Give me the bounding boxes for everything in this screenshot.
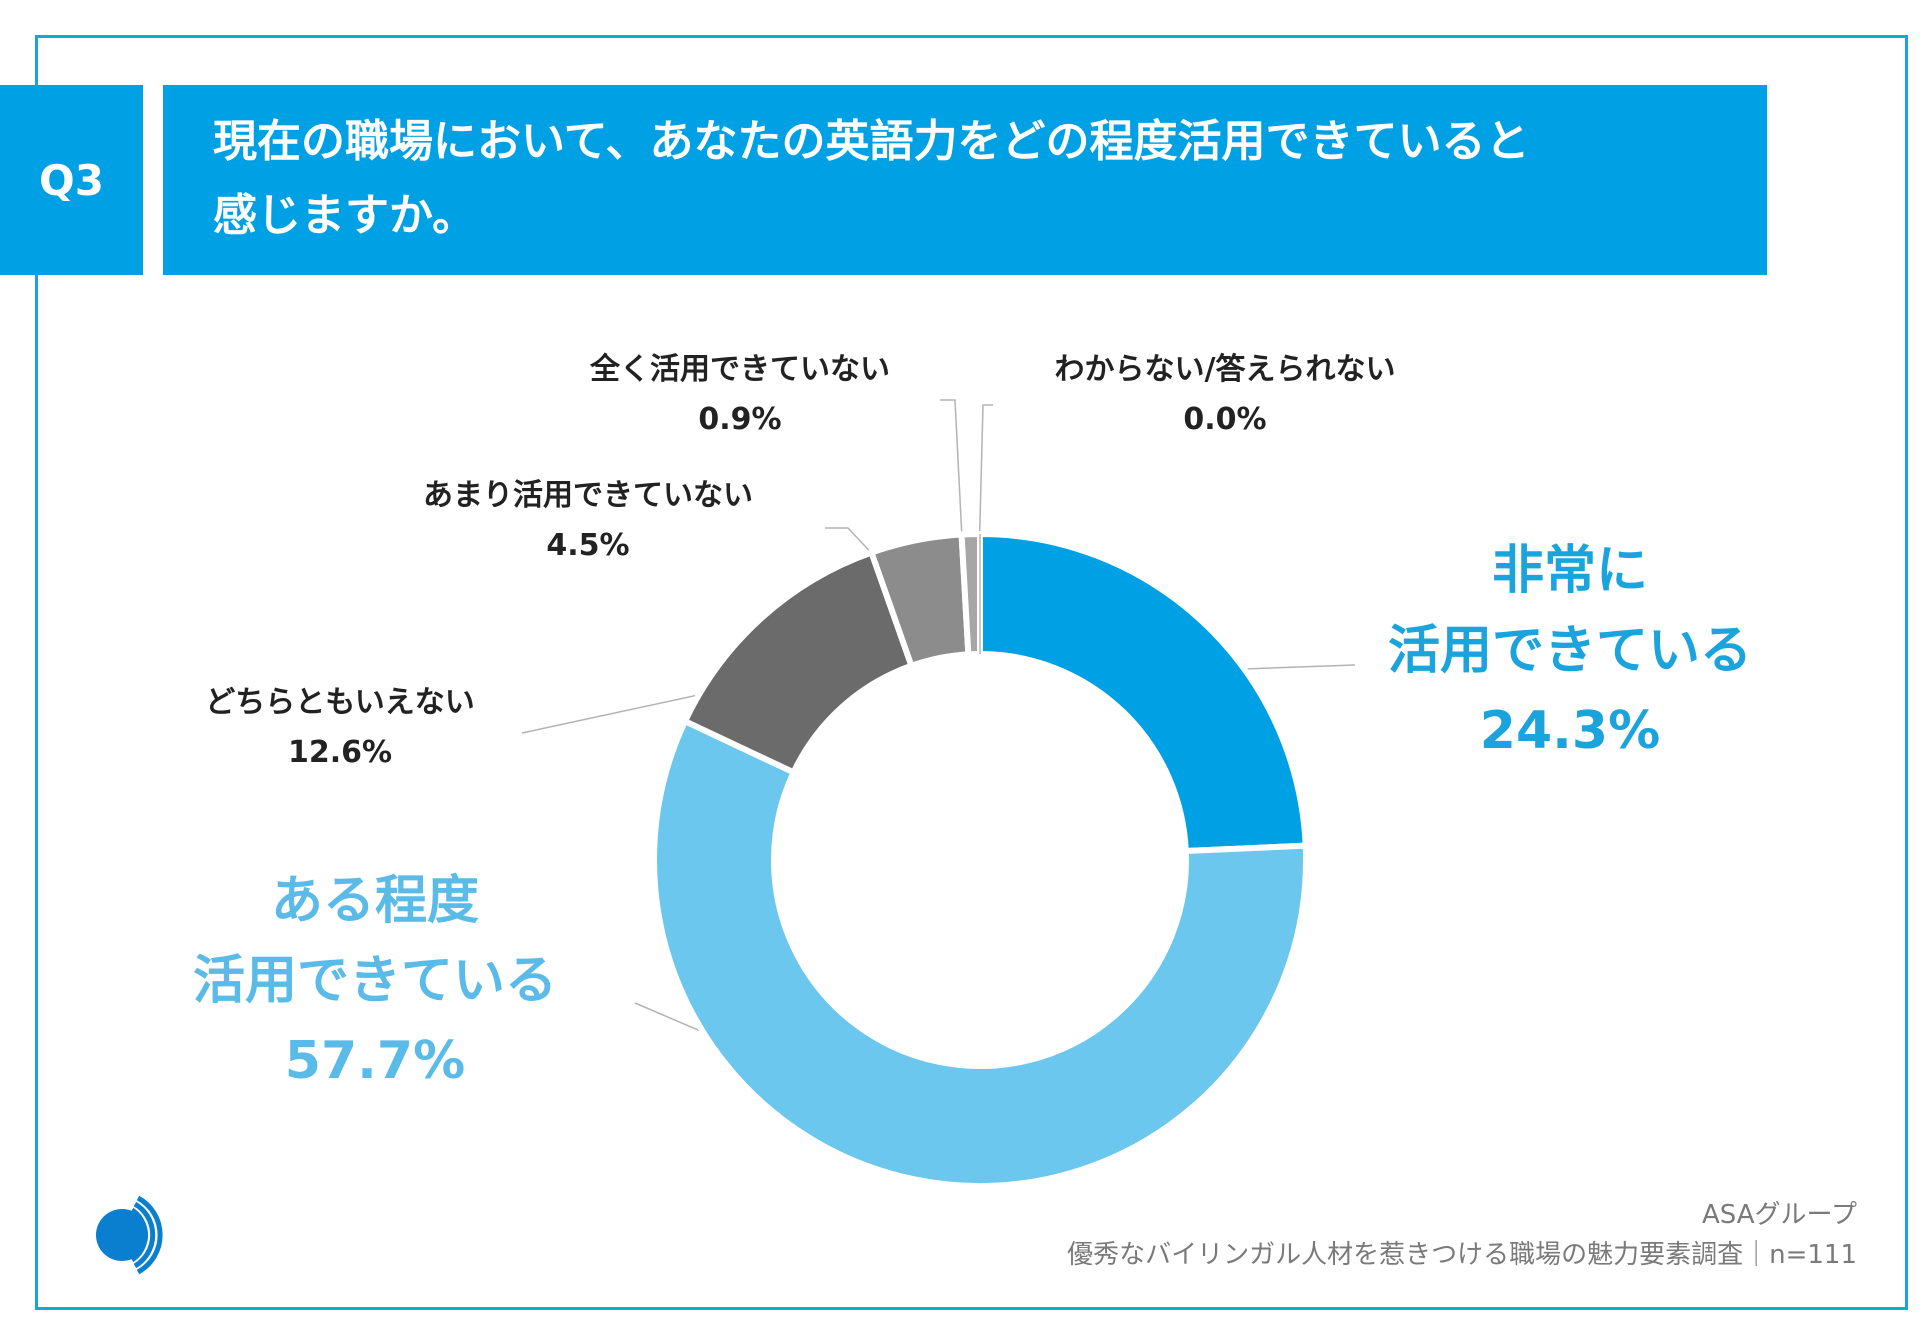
slice-label-5: わからない/答えられない 0.0%	[1055, 352, 1396, 437]
frame	[35, 35, 1908, 1310]
footer: ASAグループ 優秀なバイリンガル人材を惹きつける職場の魅力要素調査｜n=111	[1067, 1195, 1857, 1275]
slice-4	[958, 530, 983, 658]
slice-name-2: どちらともいえない	[205, 685, 474, 720]
slice-label-3: あまり活用できていない 4.5%	[423, 478, 753, 563]
slice-name-0: 活用できている	[1388, 621, 1752, 681]
slice-value-4: 0.9%	[698, 402, 781, 437]
slice-name-3: あまり活用できていない	[423, 478, 753, 513]
asa-logo-icon	[88, 1190, 188, 1284]
slice-value-1: 57.7%	[285, 1031, 465, 1091]
question-title-line2: 感じますか。	[213, 190, 477, 241]
slice-name-0: 非常に	[1492, 541, 1648, 601]
slice-2	[681, 548, 916, 777]
slice-label-0: 非常に活用できている 24.3%	[1388, 541, 1752, 761]
slice-value-5: 0.0%	[1183, 402, 1266, 437]
slice-label-2: どちらともいえない 12.6%	[205, 685, 474, 770]
slice-value-0: 24.3%	[1480, 701, 1660, 761]
slice-value-3: 4.5%	[546, 528, 629, 563]
slice-0	[977, 530, 1309, 855]
slice-name-4: 全く活用できていない	[589, 352, 890, 387]
slice-label-1: ある程度活用できている 57.7%	[193, 871, 557, 1091]
question-title-line1: 現在の職場において、あなたの英語力をどの程度活用できていると	[213, 116, 1530, 167]
slice-name-5: わからない/答えられない	[1055, 352, 1396, 387]
slice-value-2: 12.6%	[288, 735, 392, 770]
slice-1	[651, 717, 1309, 1189]
slice-name-1: 活用できている	[193, 951, 557, 1011]
footer-company: ASAグループ	[1702, 1200, 1857, 1230]
slice-name-1: ある程度	[271, 871, 479, 931]
question-number-badge: Q3	[0, 85, 143, 275]
question-title: 現在の職場において、あなたの英語力をどの程度活用できていると 感じますか。	[163, 85, 1767, 275]
footer-survey: 優秀なバイリンガル人材を惹きつける職場の魅力要素調査｜n=111	[1067, 1240, 1857, 1270]
slice-label-4: 全く活用できていない 0.9%	[589, 352, 890, 437]
question-number: Q3	[39, 155, 104, 205]
